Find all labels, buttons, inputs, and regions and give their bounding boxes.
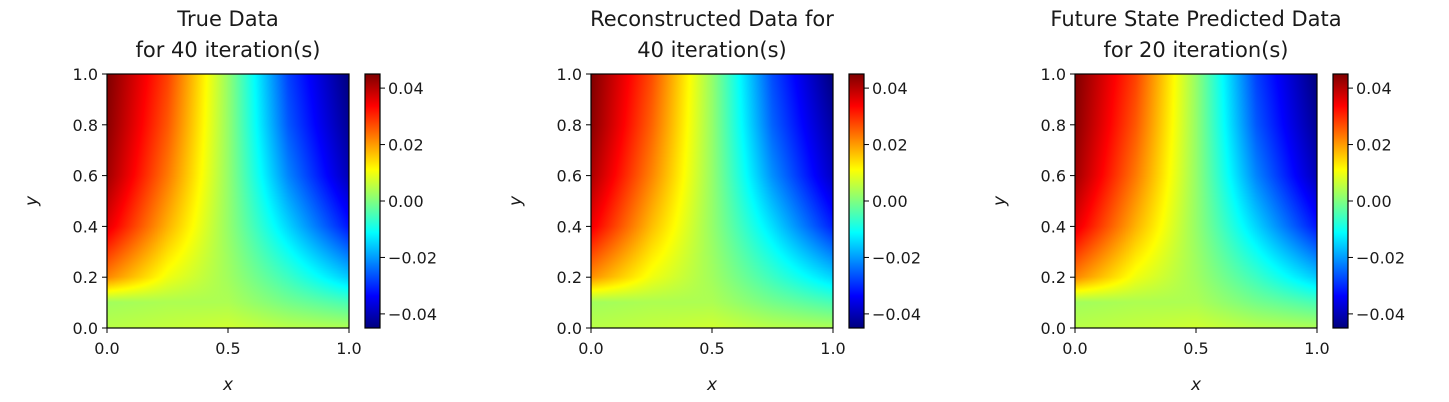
y-tick-label: 1.0 xyxy=(557,65,582,84)
colorbar-tick-label: −0.04 xyxy=(1356,305,1405,324)
colorbar-tick-label: 0.00 xyxy=(1356,192,1392,211)
heatmap-field xyxy=(107,74,349,328)
chart-panel-2: Reconstructed Data for 40 iteration(s) 0.0… xyxy=(506,7,921,395)
colorbar-tick-label: 0.02 xyxy=(1356,136,1392,155)
colorbar-tick-label: 0.04 xyxy=(388,79,424,98)
x-tick-label: 0.0 xyxy=(578,339,603,358)
x-tick-label: 0.0 xyxy=(1062,339,1087,358)
y-tick-label: 0.4 xyxy=(557,217,582,236)
y-tick-label: 0.8 xyxy=(1041,116,1066,135)
colorbar-tick-label: −0.04 xyxy=(388,305,437,324)
colorbar-tick-label: −0.04 xyxy=(872,305,921,324)
colorbar-gradient xyxy=(849,74,864,328)
colorbar: 0.04 0.02 0.00 −0.02 −0.04 xyxy=(1332,73,1405,329)
colorbar: 0.04 0.02 0.00 −0.02 −0.04 xyxy=(364,73,437,329)
y-tick-label: 0.6 xyxy=(1041,167,1066,186)
x-tick-label: 0.5 xyxy=(215,339,240,358)
colorbar-tick-label: −0.02 xyxy=(388,248,437,267)
y-tick-label: 0.4 xyxy=(73,217,98,236)
y-axis-label: y xyxy=(22,195,42,207)
x-tick-label: 1.0 xyxy=(820,339,845,358)
chart-title-line: Future State Predicted Data xyxy=(1050,7,1341,31)
y-axis-label: y xyxy=(990,195,1010,207)
colorbar-tick-label: 0.00 xyxy=(388,192,424,211)
x-axis-label: x xyxy=(222,375,234,395)
chart-title-line: for 20 iteration(s) xyxy=(1104,38,1289,62)
colorbar: 0.04 0.02 0.00 −0.02 −0.04 xyxy=(848,73,921,329)
y-tick-label: 0.0 xyxy=(557,319,582,338)
colorbar-tick-label: −0.02 xyxy=(872,248,921,267)
y-tick-label: 1.0 xyxy=(1041,65,1066,84)
x-tick-label: 1.0 xyxy=(1304,339,1329,358)
y-tick-label: 0.2 xyxy=(73,268,98,287)
heatmap-field xyxy=(591,74,833,328)
chart-panel-3: Future State Predicted Data for 20 iterat… xyxy=(990,7,1405,395)
y-tick-label: 0.4 xyxy=(1041,217,1066,236)
x-tick-label: 0.0 xyxy=(94,339,119,358)
chart-title-line: Reconstructed Data for xyxy=(590,7,834,31)
colorbar-tick-label: 0.02 xyxy=(388,136,424,155)
y-tick-label: 0.0 xyxy=(73,319,98,338)
y-tick-label: 0.8 xyxy=(557,116,582,135)
x-tick-label: 0.5 xyxy=(1183,339,1208,358)
x-axis-label: x xyxy=(706,375,718,395)
y-tick-label: 0.2 xyxy=(557,268,582,287)
x-tick-label: 0.5 xyxy=(699,339,724,358)
colorbar-tick-label: 0.02 xyxy=(872,136,908,155)
y-tick-label: 0.8 xyxy=(73,116,98,135)
chart-title-line: True Data xyxy=(176,7,278,31)
colorbar-gradient xyxy=(1333,74,1348,328)
y-tick-label: 0.0 xyxy=(1041,319,1066,338)
colorbar-tick-label: 0.04 xyxy=(1356,79,1392,98)
x-axis-label: x xyxy=(1190,375,1202,395)
colorbar-tick-label: 0.04 xyxy=(872,79,908,98)
colorbar-gradient xyxy=(365,74,380,328)
chart-title-line: for 40 iteration(s) xyxy=(136,38,321,62)
y-tick-label: 1.0 xyxy=(73,65,98,84)
y-axis-label: y xyxy=(506,195,526,207)
colorbar-tick-label: −0.02 xyxy=(1356,248,1405,267)
heatmap-field xyxy=(1075,74,1317,328)
y-tick-label: 0.6 xyxy=(557,167,582,186)
x-tick-label: 1.0 xyxy=(336,339,361,358)
chart-title-line: 40 iteration(s) xyxy=(637,38,786,62)
colorbar-tick-label: 0.00 xyxy=(872,192,908,211)
y-tick-label: 0.2 xyxy=(1041,268,1066,287)
y-tick-label: 0.6 xyxy=(73,167,98,186)
